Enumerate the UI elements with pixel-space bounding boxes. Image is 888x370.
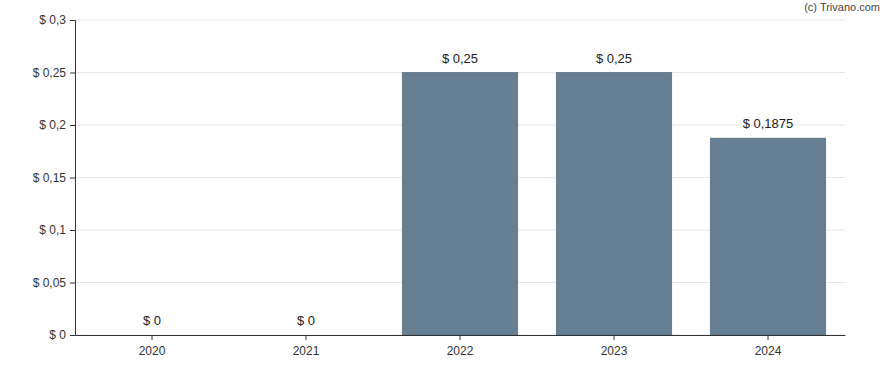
- y-tick-mark: [70, 73, 75, 74]
- y-tick: $ 0,15: [33, 171, 75, 185]
- data-label: $ 0,1875: [743, 116, 794, 131]
- x-tick-mark: [152, 335, 153, 340]
- y-tick: $ 0,2: [39, 118, 75, 132]
- y-tick-mark: [70, 283, 75, 284]
- x-tick-label: 2021: [293, 344, 320, 358]
- y-tick-label: $ 0,1: [39, 223, 66, 237]
- x-tick-mark: [306, 335, 307, 340]
- x-tick-label: 2023: [601, 344, 628, 358]
- x-tick-label: 2022: [447, 344, 474, 358]
- data-labels: $ 0 $ 0 $ 0,25 $ 0,25 $ 0,1875: [143, 51, 793, 329]
- data-label: $ 0,25: [596, 51, 632, 66]
- y-tick-mark: [70, 335, 75, 336]
- data-label: $ 0: [143, 313, 161, 328]
- y-tick-mark: [70, 230, 75, 231]
- y-tick-label: $ 0,3: [39, 13, 66, 27]
- y-tick: $ 0,05: [33, 276, 75, 290]
- y-tick-label: $ 0,05: [33, 276, 67, 290]
- x-tick: 2020: [139, 335, 166, 358]
- y-tick-label: $ 0,15: [33, 171, 67, 185]
- x-tick: 2021: [293, 335, 320, 358]
- x-axis: 2020 2021 2022 2023 2024: [76, 335, 846, 358]
- x-tick-mark: [460, 335, 461, 340]
- copyright: (c) Trivano.com: [804, 1, 880, 13]
- y-tick-label: $ 0: [49, 328, 66, 342]
- data-label: $ 0,25: [442, 51, 478, 66]
- chart: $ 0 $ 0,05 $ 0,1 $ 0,15 $ 0,2 $ 0,25 $ 0,3 2020…: [0, 0, 888, 370]
- y-tick: $ 0,25: [33, 66, 75, 80]
- y-axis-line: [70, 21, 76, 336]
- bar: [710, 138, 826, 335]
- y-tick-mark: [70, 178, 75, 179]
- bar: [556, 73, 672, 336]
- y-axis: $ 0 $ 0,05 $ 0,1 $ 0,15 $ 0,2 $ 0,25 $ 0,3: [33, 13, 76, 342]
- y-tick-label: $ 0,2: [39, 118, 66, 132]
- y-tick-mark: [70, 125, 75, 126]
- y-tick: $ 0,1: [39, 223, 75, 237]
- x-tick-mark: [614, 335, 615, 340]
- bar: [94, 335, 210, 336]
- x-tick: 2022: [447, 335, 474, 358]
- data-label: $ 0: [297, 313, 315, 328]
- grid: [75, 20, 845, 335]
- y-tick-mark: [70, 20, 75, 21]
- bars: [402, 73, 826, 336]
- x-tick-label: 2024: [755, 344, 782, 358]
- grid-line: [75, 20, 845, 21]
- y-tick-label: $ 0,25: [33, 66, 67, 80]
- y-tick: $ 0: [49, 328, 75, 342]
- bar: [402, 73, 518, 336]
- x-tick: 2023: [601, 335, 628, 358]
- bar: [248, 335, 364, 336]
- x-tick-mark: [768, 335, 769, 340]
- x-tick-label: 2020: [139, 344, 166, 358]
- x-tick: 2024: [755, 335, 782, 358]
- y-tick: $ 0,3: [39, 13, 75, 27]
